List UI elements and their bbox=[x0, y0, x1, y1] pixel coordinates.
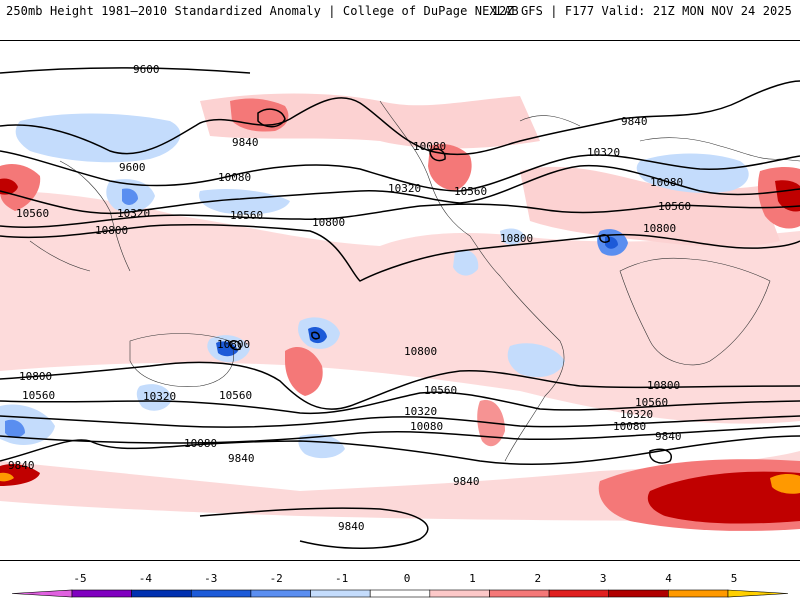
legend-swatch bbox=[131, 589, 192, 598]
legend-tick-label: -5 bbox=[73, 572, 86, 585]
contour-label-10800: 10800 bbox=[95, 224, 128, 237]
legend-tick-label: 1 bbox=[469, 572, 476, 585]
contour-label-10320: 10320 bbox=[404, 405, 437, 418]
contour-label-10800: 10800 bbox=[500, 232, 533, 245]
contour-label-10560: 10560 bbox=[230, 209, 263, 222]
contour-label-10320: 10320 bbox=[620, 408, 653, 421]
contour-label-10320: 10320 bbox=[117, 207, 150, 220]
contour-label-10560: 10560 bbox=[454, 185, 487, 198]
legend-tick-label: -4 bbox=[139, 572, 153, 585]
contour-label-10560: 10560 bbox=[16, 207, 49, 220]
legend-swatch bbox=[429, 589, 490, 598]
contour-label-10080: 10080 bbox=[184, 437, 217, 450]
contour-label-10800: 10800 bbox=[647, 379, 680, 392]
legend-arrow-low bbox=[11, 589, 73, 598]
contour-label-9840: 9840 bbox=[453, 475, 480, 488]
legend-swatch bbox=[250, 589, 311, 598]
contour-label-9840: 9840 bbox=[228, 452, 255, 465]
contour-label-10800: 10800 bbox=[312, 216, 345, 229]
contour-label-9840: 9840 bbox=[232, 136, 259, 149]
contour-label-10080: 10080 bbox=[613, 420, 646, 433]
legend-swatch bbox=[369, 589, 431, 598]
contour-label-10800: 10800 bbox=[217, 338, 250, 351]
contour-label-10560: 10560 bbox=[658, 200, 691, 213]
legend-swatch bbox=[310, 589, 371, 598]
contour-label-9600: 9600 bbox=[119, 161, 146, 174]
contour-label-10560: 10560 bbox=[22, 389, 55, 402]
legend-swatch bbox=[608, 589, 669, 598]
color-legend: -5 -4 -3 -2 -1 0 1 2 3 4 5 bbox=[11, 572, 789, 598]
height-contours bbox=[0, 67, 800, 549]
contour-label-9840: 9840 bbox=[621, 115, 648, 128]
contour-label-9600: 9600 bbox=[133, 63, 160, 76]
contour-label-10320: 10320 bbox=[388, 182, 421, 195]
contour-labels: 9600 9600 9840 9840 9840 9840 9840 9840 … bbox=[8, 63, 691, 533]
legend-color-bar bbox=[11, 589, 789, 598]
legend-tick-label: -1 bbox=[335, 572, 348, 585]
contour-label-10800: 10800 bbox=[404, 345, 437, 358]
contour-label-10560: 10560 bbox=[219, 389, 252, 402]
contour-label-10560: 10560 bbox=[424, 384, 457, 397]
contour-label-10800: 10800 bbox=[19, 370, 52, 383]
contour-label-10320: 10320 bbox=[143, 390, 176, 403]
contour-label-10080: 10080 bbox=[410, 420, 443, 433]
legend-tick-label: -2 bbox=[270, 572, 283, 585]
model-run-info: 12Z GFS | F177 Valid: 21Z MON NOV 24 202… bbox=[491, 4, 792, 18]
contour-label-10320: 10320 bbox=[587, 146, 620, 159]
legend-tick-label: -3 bbox=[204, 572, 217, 585]
legend-swatch bbox=[668, 589, 729, 598]
contour-label-9840: 9840 bbox=[655, 430, 682, 443]
contour-label-10800: 10800 bbox=[643, 222, 676, 235]
contour-label-10080: 10080 bbox=[413, 140, 446, 153]
legend-tick-label: 0 bbox=[404, 572, 411, 585]
legend-swatch bbox=[190, 589, 252, 598]
legend-tick-labels: -5 -4 -3 -2 -1 0 1 2 3 4 5 bbox=[73, 572, 737, 585]
legend-tick-label: 3 bbox=[600, 572, 607, 585]
contour-label-10560: 10560 bbox=[635, 396, 668, 409]
legend-tick-label: 4 bbox=[665, 572, 672, 585]
legend-swatch bbox=[548, 589, 610, 598]
contour-label-10080: 10080 bbox=[218, 171, 251, 184]
legend-tick-label: 2 bbox=[534, 572, 541, 585]
anomaly-map: 9600 9600 9840 9840 9840 9840 9840 9840 … bbox=[0, 40, 800, 561]
chart-title: 250mb Height 1981–2010 Standardized Anom… bbox=[6, 4, 519, 18]
legend-tick-label: 5 bbox=[731, 572, 738, 585]
contour-label-9840: 9840 bbox=[338, 520, 365, 533]
legend-swatch bbox=[489, 589, 550, 598]
contour-label-9840: 9840 bbox=[8, 459, 35, 472]
legend-arrow-high bbox=[727, 589, 789, 598]
contour-label-10080: 10080 bbox=[650, 176, 683, 189]
legend-swatch bbox=[71, 589, 132, 598]
